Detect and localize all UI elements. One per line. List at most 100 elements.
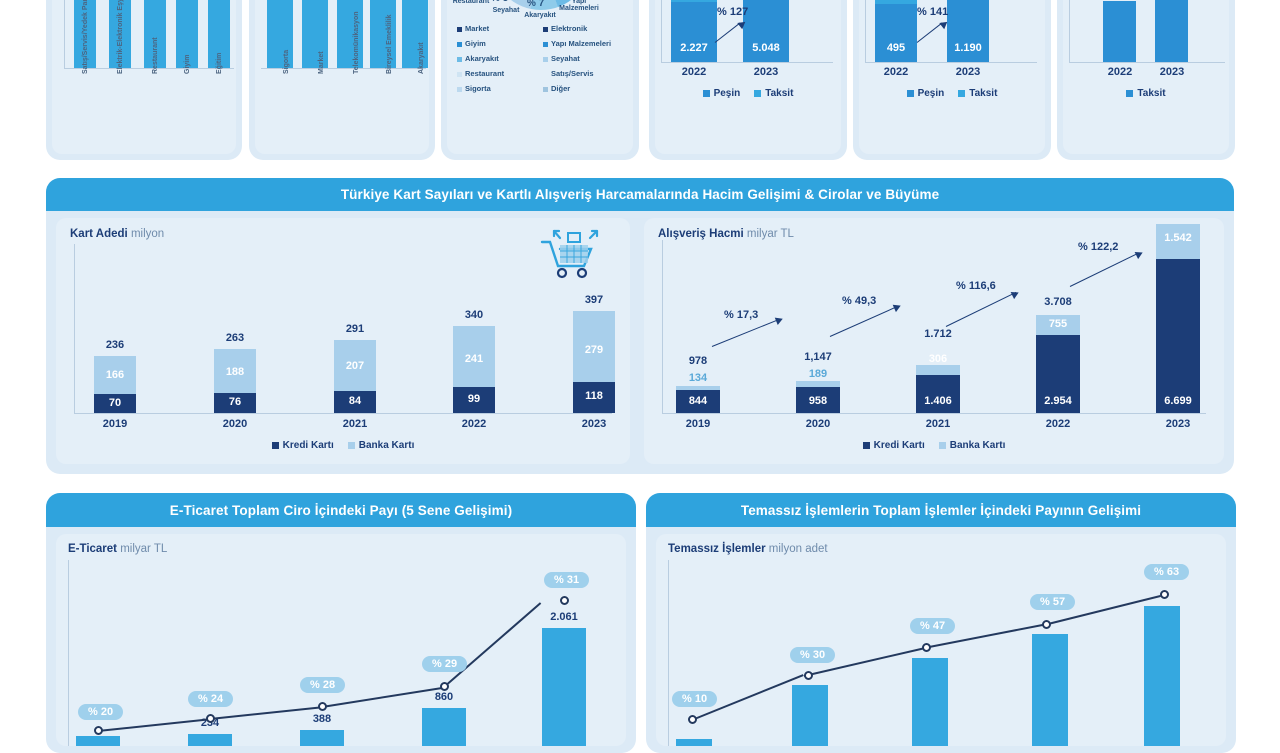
hacmi-bar-2023-kredi	[1156, 259, 1200, 413]
alisveris-head: Alışveriş Hacmi milyar TL	[658, 228, 794, 240]
temassiz-head-strong: Temassız İşlemler	[668, 543, 766, 555]
hacmi-arrowhead-1	[892, 301, 903, 313]
temassiz-yaxis	[668, 560, 669, 746]
alisveris-head-strong: Alışveriş Hacmi	[658, 228, 744, 240]
hacmi-arrowhead-2	[1010, 288, 1021, 300]
kart-bar-2022-kredi	[453, 387, 495, 413]
eticaret-val-2: 388	[312, 713, 332, 725]
hacmi-bar-2020-kredi	[796, 387, 840, 413]
temassiz-bar-1	[792, 685, 828, 746]
kart-val-2019-banka: 166	[105, 369, 125, 381]
pie-label-akaryakit: Akaryakıt	[524, 12, 556, 19]
panel4-axis	[661, 62, 833, 63]
eticaret-bar-2	[300, 730, 344, 746]
panel1-axis	[64, 68, 234, 69]
panel1-bar-4	[208, 0, 230, 68]
temassiz-badge-3: % 57	[1030, 594, 1076, 610]
panel-sector-bars-2: % 93 % 70 Sigorta Market Telekomünikasyo…	[249, 0, 435, 160]
eticaret-chart: E-Ticaret milyar TL 234 388 860 2.061	[56, 534, 626, 746]
eticaret-val-3: 860	[434, 691, 454, 703]
kart-bar-2022-banka	[453, 326, 495, 387]
hacmi-val-2020-kredi: 958	[808, 395, 828, 407]
kart-val-2021-banka: 207	[345, 360, 365, 372]
kart-total-2023: 397	[584, 294, 604, 306]
eticaret-dot-1	[206, 714, 215, 723]
panel1-bar-1	[109, 0, 131, 68]
pie-legend-yapi: Yapı Malzemeleri	[543, 39, 611, 48]
panel4-bar-2023-pesin	[743, 0, 789, 62]
panel4-cat-2023: 2023	[753, 66, 779, 78]
temassiz-bar-2	[912, 658, 948, 746]
pie-legend-satis-servis: Satış/Servis	[551, 69, 594, 78]
panel4-chart: 2.954 727 2.227 1.652 5.048 % 127 % 127 …	[655, 0, 841, 154]
temassiz-bar-3	[1032, 634, 1068, 746]
hacmi-total-2022: 3.708	[1044, 296, 1072, 308]
hacmi-legend-kredi: Kredi Kartı	[862, 440, 925, 451]
temassiz-badge-0: % 10	[672, 691, 718, 707]
eticaret-dot-2	[318, 702, 327, 711]
eticaret-title: E-Ticaret Toplam Ciro İçindeki Payı (5 S…	[46, 493, 636, 527]
kart-adedi-head: Kart Adedi milyon	[70, 228, 164, 240]
hacmi-cat-2020: 2020	[805, 418, 831, 430]
hacmi-val-2023-banka: 1.542	[1164, 232, 1192, 244]
hacmi-growth-3: % 122,2	[1078, 241, 1119, 253]
panel4-arrow-bottom	[714, 22, 741, 43]
pie-pct-seyahat: % 5	[491, 0, 508, 4]
panel1-chart: Satış/Servis/Yedek Parça Elektrik-Elektr…	[52, 0, 236, 154]
panel6-cat-2023: 2023	[1159, 66, 1185, 78]
panel5-bar-2022-pesin	[875, 4, 917, 62]
eticaret-yaxis	[68, 560, 69, 746]
pie-legend-giyim: Giyim	[457, 39, 486, 48]
kart-val-2022-kredi: 99	[467, 393, 481, 405]
panel2-bar-0	[267, 0, 293, 68]
pie-legend-seyahat: Seyahat	[543, 54, 580, 63]
alisveris-head-unit: milyar TL	[746, 228, 794, 240]
panel5-axis	[865, 62, 1037, 63]
kart-bar-2021-banka	[334, 340, 376, 391]
hacmi-bar-2020-banka	[796, 381, 840, 387]
panel1-cat-4: Eğitim	[216, 52, 223, 74]
panel5-legend-pesin: Peşin	[906, 88, 944, 99]
panel6-legend-taksit: Taksit	[1126, 88, 1166, 99]
hacmi-bar-2023-banka	[1156, 224, 1200, 259]
panel4-legend-taksit: Taksit	[754, 88, 793, 99]
panel2-cat-0: Sigorta	[283, 49, 290, 74]
dashboard-page: Satış/Servis/Yedek Parça Elektrik-Elektr…	[46, 0, 1236, 753]
hacmi-cat-2019: 2019	[685, 418, 711, 430]
panel4-yaxis	[661, 0, 662, 62]
hacmi-cat-2023: 2023	[1165, 418, 1191, 430]
hacmi-total-2020: 1,147	[804, 351, 832, 363]
eticaret-val-4: 2.061	[550, 611, 578, 623]
kart-adedi-head-unit: milyon	[130, 228, 165, 240]
temassiz-dot-4	[1160, 590, 1169, 599]
eticaret-line-3	[443, 602, 542, 688]
panel-pesin-taksit-1: 2.954 727 2.227 1.652 5.048 % 127 % 127 …	[649, 0, 847, 160]
kart-bar-2023-kredi	[573, 382, 615, 413]
eticaret-bar-0	[76, 736, 120, 746]
kart-bar-2021-kredi	[334, 391, 376, 413]
kart-total-2019: 236	[105, 339, 125, 351]
eticaret-badge-0: % 20	[78, 704, 124, 720]
hacmi-arrow-1	[829, 306, 896, 337]
eticaret-badge-2: % 28	[300, 677, 346, 693]
temassiz-badge-1: % 30	[790, 647, 836, 663]
kart-adedi-axis	[74, 413, 612, 414]
panel4-legend: Peşin Taksit	[655, 88, 841, 99]
kart-val-2022-banka: 241	[464, 353, 484, 365]
kart-bar-2023-banka	[573, 311, 615, 382]
eticaret-badge-1: % 24	[188, 691, 234, 707]
pie-pct-akaryakit: % 7	[527, 0, 545, 9]
section-eticaret: E-Ticaret Toplam Ciro İçindeki Payı (5 S…	[46, 493, 636, 753]
hacmi-val-2019-kredi: 844	[688, 395, 708, 407]
panel5-cat-2022: 2022	[883, 66, 909, 78]
kart-cat-2023: 2023	[581, 418, 607, 430]
eticaret-bar-3	[422, 708, 466, 746]
panel4-bar-2022-pesin	[671, 2, 717, 62]
temassiz-dot-3	[1042, 620, 1051, 629]
panel1-yaxis	[64, 0, 65, 68]
panel2-cat-2: Telekomünikasyon	[353, 11, 360, 74]
hacmi-cat-2021: 2021	[925, 418, 951, 430]
eticaret-head: E-Ticaret milyar TL	[68, 543, 167, 555]
eticaret-dot-0	[94, 726, 103, 735]
panel6-axis	[1069, 62, 1225, 63]
